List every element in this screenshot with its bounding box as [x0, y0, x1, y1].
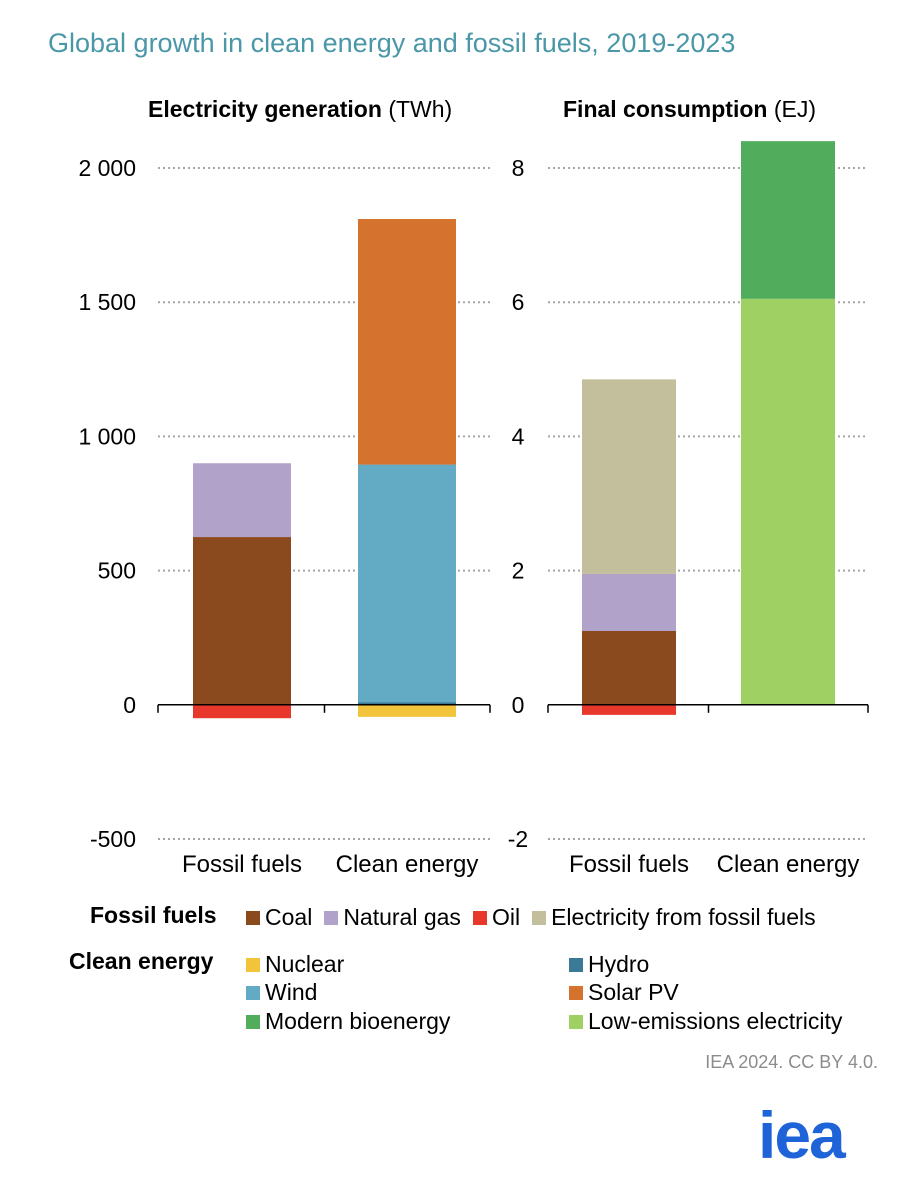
legend-label-modern-bioenergy: Modern bioenergy — [265, 1008, 451, 1034]
iea-logo: iea — [758, 1108, 849, 1166]
electricity-chart-title-bold: Electricity generation — [148, 96, 382, 122]
legend-swatch-electricity-fossil — [532, 910, 547, 925]
consumption-ytick-label: -2 — [508, 826, 528, 852]
electricity-ytick-label: 500 — [98, 558, 136, 584]
consumption-ytick-label: 4 — [512, 423, 525, 449]
consumption-bar-clean-energy-modern-bioenergy — [741, 141, 835, 299]
electricity-bar-fossil-fuels-natural-gas — [193, 463, 291, 538]
legend-swatch-nuclear — [246, 957, 260, 972]
credit-text: IEA 2024. CC BY 4.0. — [705, 1052, 878, 1072]
legend-item-natural-gas: Natural gas — [324, 904, 461, 931]
consumption-bar-fossil-fuels-oil — [582, 704, 676, 715]
electricity-bar-clean-energy-wind — [358, 464, 456, 703]
legend-fossil-heading: Fossil fuels — [90, 902, 217, 928]
legend-label-coal: Coal — [265, 904, 313, 930]
consumption-ytick-label: 0 — [512, 692, 525, 718]
electricity-bar-clean-energy-hydro — [358, 702, 456, 705]
legend-swatch-oil — [472, 910, 487, 925]
charts-canvas: 2 000 1 500 1 000 500 0 -500 Fossil fuels Clean… — [78, 141, 869, 878]
legend-item-modern-bioenergy: Modern bioenergy — [246, 1008, 450, 1035]
consumption-bar-fossil-fuels-natural-gas — [582, 573, 676, 631]
legend-label-low-emissions-electricity: Low-emissions electricity — [588, 1008, 843, 1034]
legend-swatch-modern-bioenergy — [246, 1014, 260, 1029]
legend-item-solar-pv: Solar PV — [569, 979, 679, 1006]
electricity-ytick-label: 1 500 — [78, 289, 136, 315]
electricity-chart-title: Electricity generation (TWh) — [148, 96, 452, 123]
consumption-bar-clean-energy-low-emissions-electricity — [741, 298, 835, 705]
legend-item-hydro: Hydro — [569, 951, 649, 978]
electricity-bar-clean-energy-nuclear — [358, 704, 456, 717]
legend-label-oil: Oil — [491, 904, 521, 930]
legend-item-low-emissions-electricity: Low-emissions electricity — [569, 1008, 842, 1035]
consumption-chart-title-bold: Final consumption — [563, 96, 768, 122]
consumption-bar-fossil-fuels-electricity-from-fossil-fuels — [582, 379, 676, 574]
electricity-bar-clean-energy-solar-pv — [358, 218, 456, 465]
electricity-ytick-label: 0 — [123, 692, 136, 718]
legend-swatch-natural-gas — [324, 910, 339, 925]
electricity-bar-fossil-fuels-coal — [193, 537, 291, 705]
legend-swatch-low-emissions-electricity — [569, 1014, 583, 1029]
legend-swatch-solar-pv — [569, 985, 583, 1000]
electricity-ytick-label: 2 000 — [78, 155, 136, 181]
electricity-bar-fossil-fuels-oil — [193, 704, 291, 719]
legend-item-oil: Oil — [472, 904, 521, 931]
legend-label-natural-gas: Natural gas — [343, 904, 461, 930]
consumption-ytick-label: 8 — [512, 155, 525, 181]
legend-label-wind: Wind — [265, 979, 318, 1005]
legend-item-electricity-fossil: Electricity from fossil fuels — [532, 904, 816, 931]
legend-swatch-coal — [246, 910, 260, 925]
consumption-ytick-label: 2 — [512, 558, 525, 584]
consumption-category-label: Fossil fuels — [569, 851, 689, 878]
consumption-category-label: Clean energy — [717, 851, 860, 878]
legend-fossil-row: Coal Natural gas Oil Electricity from fo… — [246, 904, 816, 931]
consumption-bar-fossil-fuels-coal — [582, 630, 676, 705]
legend-label-electricity-fossil: Electricity from fossil fuels — [551, 904, 816, 930]
legend-item-coal: Coal — [246, 904, 312, 931]
consumption-chart-title-unit: (EJ) — [773, 96, 817, 122]
consumption-ytick-label: 6 — [512, 289, 525, 315]
legend-item-wind: Wind — [246, 979, 317, 1006]
legend-item-nuclear: Nuclear — [246, 951, 344, 978]
consumption-chart-title: Final consumption (EJ) — [563, 96, 816, 123]
legend-swatch-wind — [246, 985, 260, 1000]
legend-label-hydro: Hydro — [588, 951, 650, 977]
electricity-ytick-label: -500 — [90, 826, 136, 852]
page-title: Global growth in clean energy and fossil… — [48, 28, 736, 58]
legend-swatch-hydro — [569, 957, 583, 972]
electricity-category-label: Fossil fuels — [182, 851, 302, 878]
electricity-chart-title-unit: (TWh) — [388, 96, 453, 122]
electricity-category-label: Clean energy — [336, 851, 479, 878]
legend-clean-heading: Clean energy — [69, 948, 214, 974]
legend-label-nuclear: Nuclear — [265, 951, 345, 977]
iea-logo-text: iea — [758, 1108, 847, 1166]
legend-label-solar-pv: Solar PV — [588, 979, 679, 1005]
electricity-ytick-label: 1 000 — [78, 423, 136, 449]
